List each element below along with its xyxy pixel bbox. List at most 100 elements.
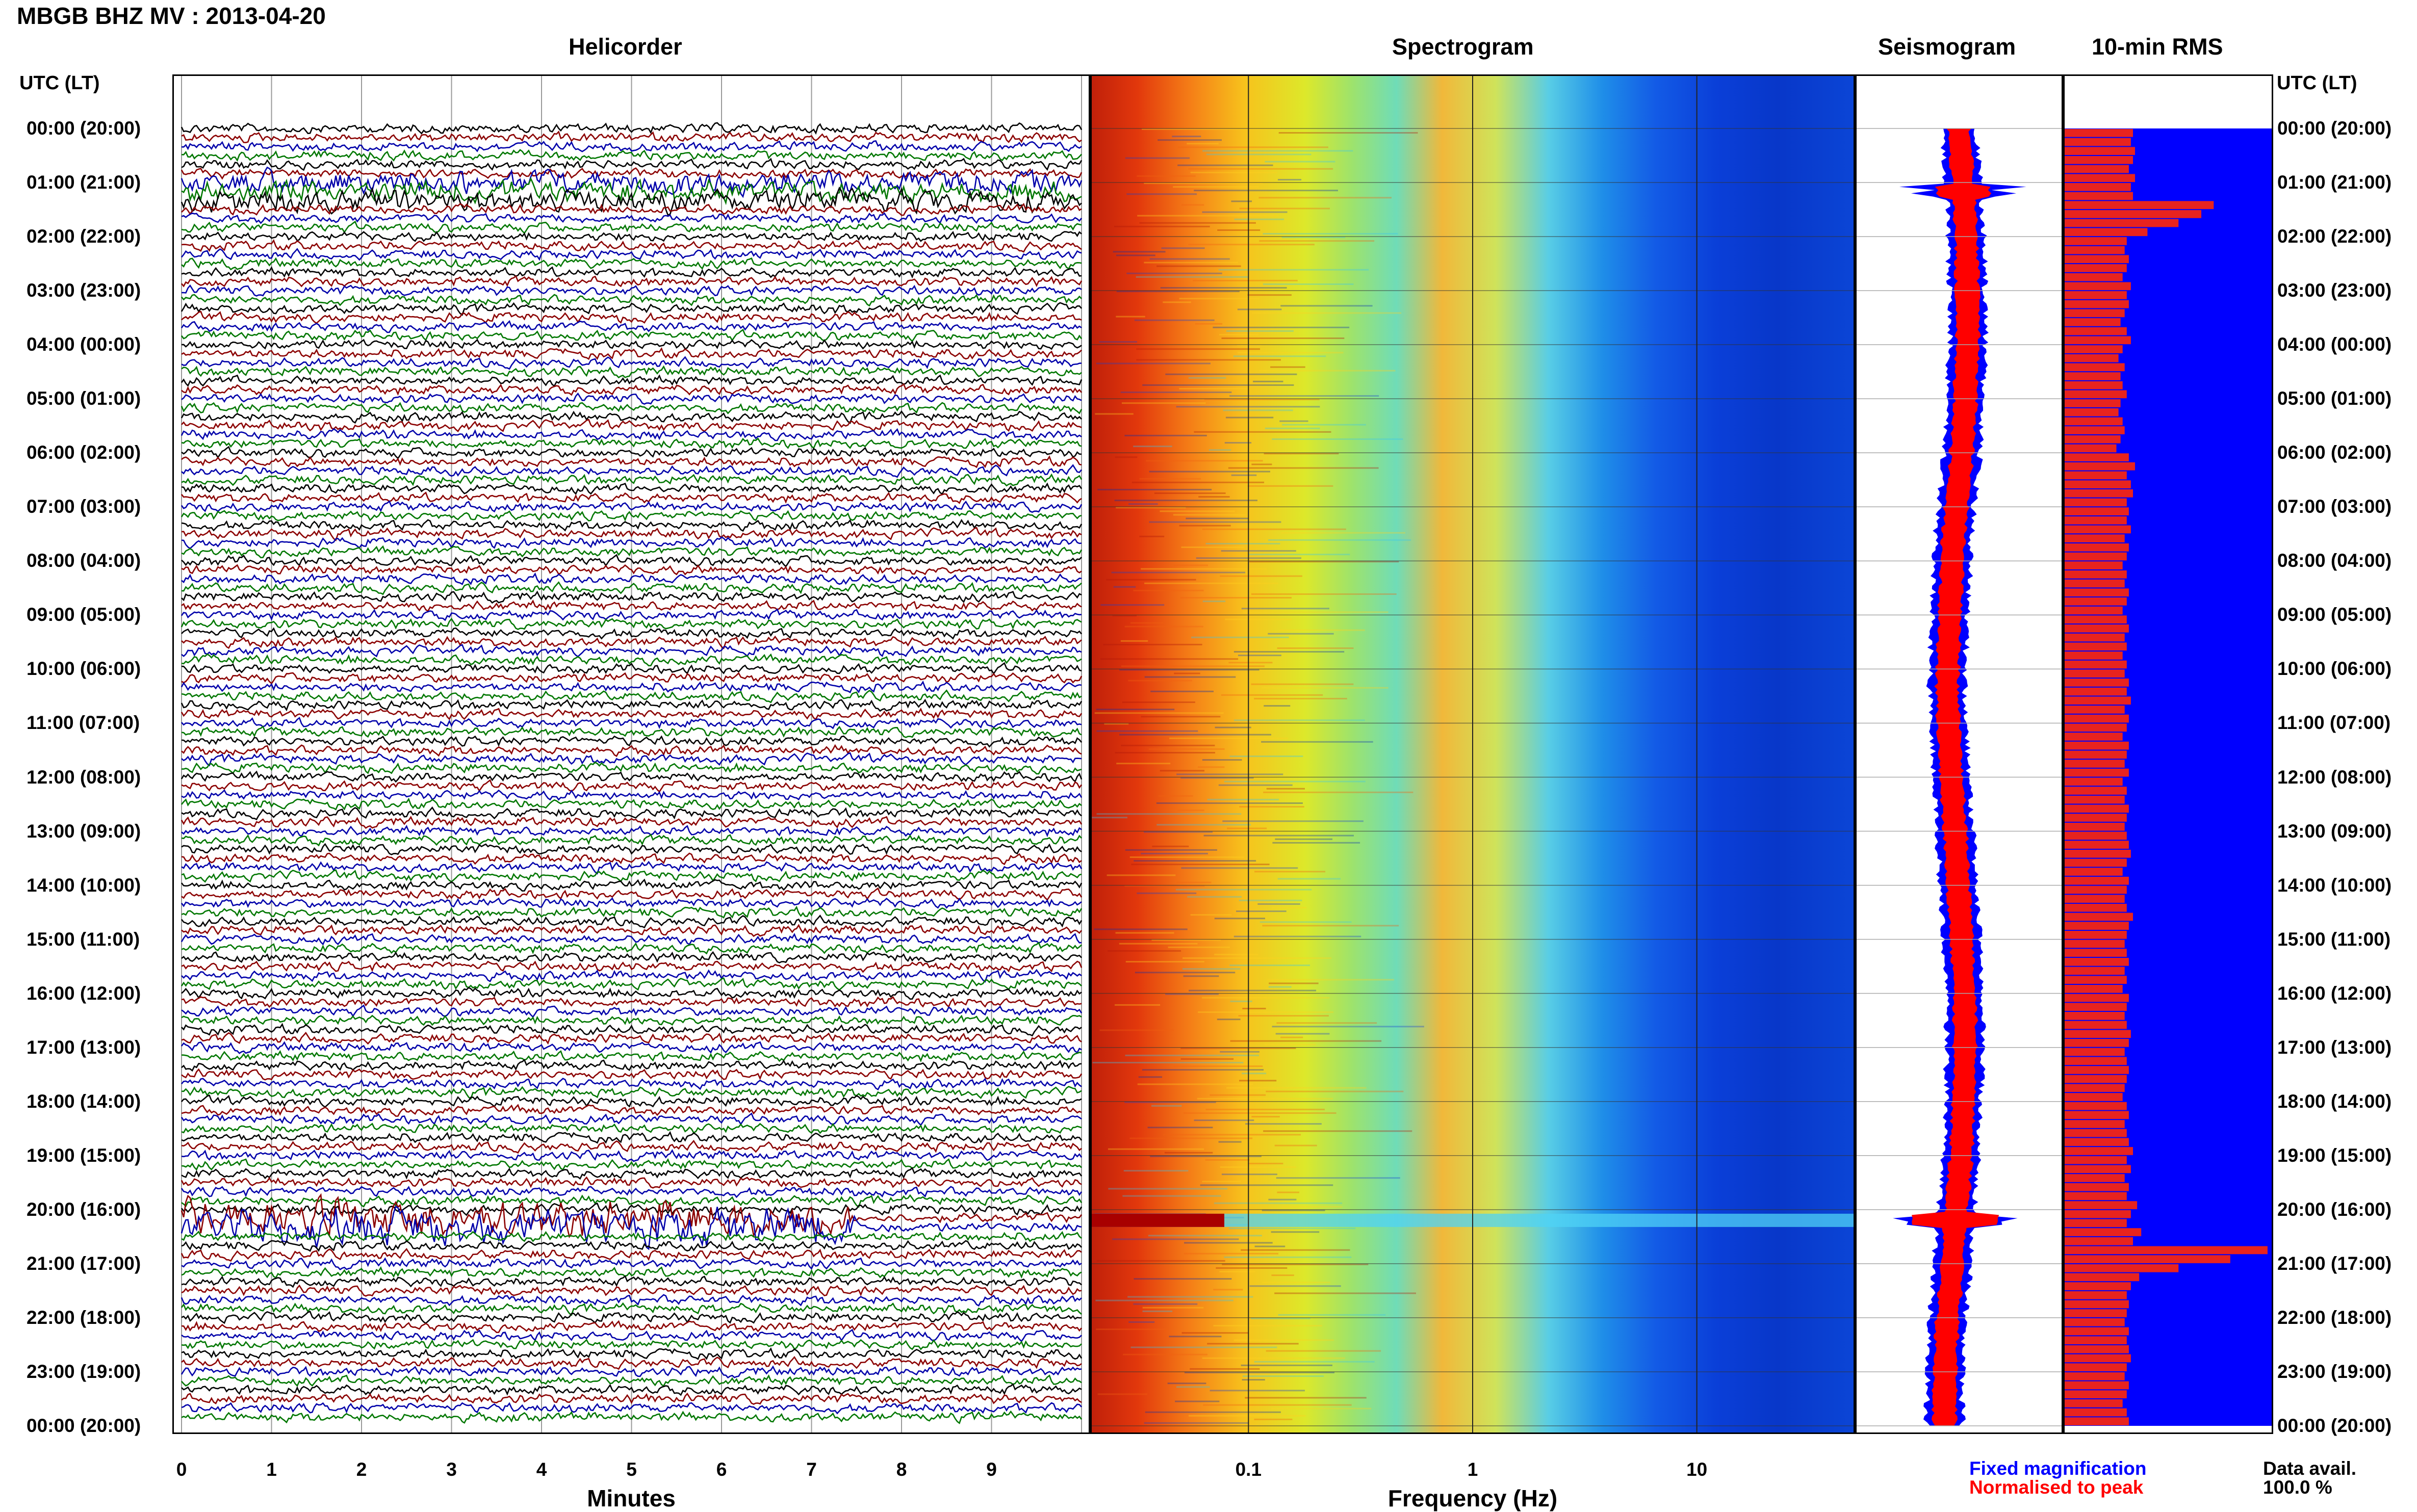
spectrogram-texture (1161, 247, 1205, 249)
helicorder-trace (181, 328, 1083, 343)
time-label-left: 08:00 (04:00) (27, 550, 141, 571)
helicorder-trace (181, 653, 1082, 667)
spectrogram-texture (1169, 1336, 1222, 1338)
rms-bar (2065, 408, 2119, 416)
spectrogram-texture (1263, 233, 1398, 235)
helicorder-trace (181, 986, 1082, 1000)
rms-bar (2065, 669, 2125, 678)
rms-bar (2065, 1309, 2127, 1317)
spectrogram-texture (1097, 488, 1212, 490)
helicorder-trace (181, 1167, 1083, 1180)
helicorder-trace (181, 1410, 1083, 1424)
helicorder-trace (181, 1239, 1082, 1252)
rms-bar (2065, 516, 2127, 525)
spectrogram-texture (1202, 150, 1353, 152)
spectrogram-texture (1226, 1087, 1367, 1089)
spectrogram-texture (1262, 925, 1399, 927)
rms-bar (2065, 498, 2127, 507)
spectrogram-texture (1160, 770, 1204, 772)
spectrogram-texture (1094, 928, 1188, 930)
spectrogram-texture (1205, 1108, 1325, 1110)
time-label-left: 07:00 (03:00) (27, 496, 141, 517)
spectrogram-texture (1142, 128, 1285, 130)
spectrogram-texture (1142, 384, 1294, 386)
spectrogram-texture (1272, 438, 1403, 440)
spectrogram-texture (1278, 1314, 1386, 1316)
helicorder-trace (181, 1112, 1082, 1127)
spectrogram-texture (1104, 723, 1129, 725)
rms-bar (2065, 706, 2125, 714)
rms-bar (2065, 1381, 2129, 1390)
spectrogram-tick-label: 10 (1686, 1459, 1708, 1480)
spectrogram-texture (1134, 319, 1215, 321)
spectrogram-texture (1144, 582, 1279, 584)
spectrogram-texture (1224, 1256, 1352, 1258)
rms-bar (2065, 642, 2127, 651)
spectrogram-texture (1237, 352, 1344, 354)
rms-bar (2065, 138, 2131, 146)
spectrogram-texture (1280, 1036, 1303, 1038)
spectrogram-texture (1108, 1188, 1228, 1190)
helicorder-trace (181, 725, 1082, 738)
spectrogram-texture (1214, 953, 1258, 955)
spectrogram-texture (1128, 1321, 1155, 1323)
helicorder-tick-label: 0 (176, 1459, 187, 1480)
time-label-left: 18:00 (14:00) (27, 1090, 141, 1112)
spectrogram-texture (1119, 734, 1271, 736)
spectrogram-texture (1245, 1397, 1367, 1399)
spectrogram-texture (1149, 258, 1230, 260)
spectrogram-texture (1137, 215, 1279, 217)
spectrogram-texture (1237, 308, 1282, 310)
rms-bar (2065, 165, 2129, 173)
rms-bar (2065, 228, 2148, 237)
rms-bar (2065, 381, 2123, 389)
rms-bar (2065, 1138, 2129, 1146)
spectrogram-texture (1282, 424, 1366, 426)
spectrogram-texture (1274, 1292, 1416, 1294)
time-label-right: 00:00 (20:00) (2277, 1415, 2392, 1436)
spectrogram-texture (1124, 625, 1203, 628)
time-label-left: 06:00 (02:00) (27, 442, 141, 463)
spectrogram-texture (1108, 1148, 1204, 1150)
rms-bar (2065, 1030, 2131, 1038)
rms-bar (2065, 976, 2127, 984)
spectrogram-texture (1230, 1000, 1252, 1002)
spectrogram-texture (1130, 1346, 1277, 1348)
helicorder-trace (181, 167, 1083, 180)
time-label-right: 00:00 (20:00) (2277, 118, 2392, 139)
spectrogram-texture (1141, 852, 1208, 854)
spectrogram-texture (1219, 333, 1259, 335)
rms-bar (2065, 345, 2123, 353)
rms-bar (2065, 183, 2131, 191)
spectrogram-texture (1113, 251, 1166, 253)
rms-bar (2065, 1363, 2127, 1371)
spectrogram-texture (1152, 845, 1189, 847)
spectrogram-texture (1234, 218, 1284, 220)
spectrogram-texture (1180, 597, 1292, 599)
rms-bar (2065, 1417, 2129, 1425)
spectrogram-texture (1179, 525, 1231, 527)
helicorder-trace (181, 1086, 1082, 1100)
helicorder-trace (181, 824, 1082, 838)
spectrogram-texture (1228, 1228, 1356, 1230)
helicorder-trace (181, 1014, 1082, 1026)
spectrogram-texture (1213, 1325, 1322, 1327)
rms-bar (2065, 696, 2131, 705)
spectrogram-texture (1231, 200, 1252, 202)
spectrogram-tick-label: 0.1 (1235, 1459, 1262, 1480)
spectrogram-texture (1145, 1411, 1281, 1413)
spectrogram-texture (1193, 279, 1298, 281)
helicorder-trace (181, 545, 1083, 559)
helicorder-tick-label: 6 (716, 1459, 727, 1480)
helicorder-trace (181, 752, 1082, 767)
time-label-left: 00:00 (20:00) (27, 1415, 141, 1436)
spectrogram-texture (1190, 1368, 1260, 1370)
helicorder-trace (181, 482, 1083, 495)
helicorder-trace (181, 996, 1082, 1008)
spectrogram-texture (1220, 1166, 1296, 1168)
helicorder-trace (181, 1004, 1083, 1018)
rms-bar (2065, 417, 2123, 426)
helicorder-panel (172, 74, 1090, 1434)
spectrogram-texture (1187, 143, 1219, 145)
rms-bar (2065, 444, 2117, 453)
